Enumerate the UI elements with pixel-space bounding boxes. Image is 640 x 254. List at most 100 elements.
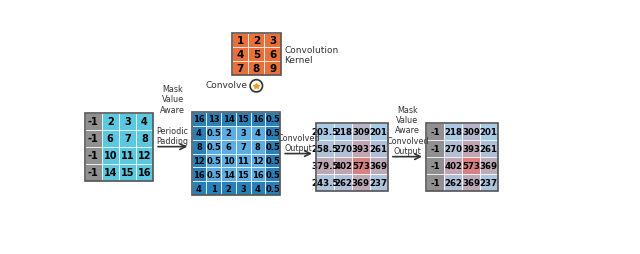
Text: 2: 2 bbox=[253, 36, 260, 46]
Bar bbox=[265, 182, 280, 195]
Bar bbox=[206, 140, 221, 154]
Text: Mask
Value
Aware
Convolved
Output: Mask Value Aware Convolved Output bbox=[386, 105, 429, 155]
Bar bbox=[250, 126, 265, 140]
Bar bbox=[206, 182, 221, 195]
Bar bbox=[232, 34, 281, 76]
Bar bbox=[250, 140, 265, 154]
Text: 15: 15 bbox=[237, 170, 249, 179]
Text: 393: 393 bbox=[352, 144, 370, 153]
Bar bbox=[352, 174, 370, 191]
Bar bbox=[119, 113, 136, 130]
Text: 4: 4 bbox=[141, 117, 148, 127]
Bar bbox=[236, 182, 250, 195]
Bar bbox=[102, 130, 119, 147]
Bar bbox=[232, 62, 248, 76]
Text: 393: 393 bbox=[462, 144, 480, 153]
Text: 309: 309 bbox=[462, 127, 480, 136]
Bar bbox=[119, 164, 136, 181]
Text: 7: 7 bbox=[240, 142, 246, 152]
Bar bbox=[206, 113, 221, 126]
Bar bbox=[250, 168, 265, 182]
Text: 1: 1 bbox=[211, 184, 216, 193]
Text: 10: 10 bbox=[223, 156, 234, 165]
Text: 14: 14 bbox=[104, 167, 117, 177]
Bar bbox=[248, 62, 264, 76]
Text: -1: -1 bbox=[431, 144, 440, 153]
Text: -1: -1 bbox=[88, 151, 99, 161]
Text: 16: 16 bbox=[252, 170, 264, 179]
Bar bbox=[462, 140, 480, 157]
Bar bbox=[191, 113, 280, 195]
Bar bbox=[250, 182, 265, 195]
Bar bbox=[462, 157, 480, 174]
Text: 218: 218 bbox=[334, 127, 352, 136]
Bar bbox=[119, 130, 136, 147]
Text: 15: 15 bbox=[237, 115, 249, 124]
Bar bbox=[265, 113, 280, 126]
Bar bbox=[352, 123, 370, 140]
Bar bbox=[84, 130, 102, 147]
Bar bbox=[102, 113, 119, 130]
Text: 3: 3 bbox=[269, 36, 276, 46]
Text: 262: 262 bbox=[444, 178, 462, 187]
Bar bbox=[250, 113, 265, 126]
Text: 258.5: 258.5 bbox=[312, 144, 339, 153]
Bar bbox=[370, 174, 388, 191]
Text: 11: 11 bbox=[120, 151, 134, 161]
Bar bbox=[334, 140, 352, 157]
Text: 16: 16 bbox=[193, 170, 205, 179]
Text: 3: 3 bbox=[124, 117, 131, 127]
Bar bbox=[232, 48, 248, 62]
Text: 402: 402 bbox=[334, 161, 352, 170]
Text: 237: 237 bbox=[370, 178, 388, 187]
Bar bbox=[236, 113, 250, 126]
Text: 4: 4 bbox=[255, 184, 261, 193]
Text: 201: 201 bbox=[480, 127, 498, 136]
Bar bbox=[444, 140, 462, 157]
Text: 261: 261 bbox=[370, 144, 388, 153]
Bar bbox=[444, 123, 462, 140]
Text: 0.5: 0.5 bbox=[265, 170, 280, 179]
Bar bbox=[265, 154, 280, 168]
Bar bbox=[370, 157, 388, 174]
Text: 7: 7 bbox=[124, 134, 131, 144]
Text: 8: 8 bbox=[253, 64, 260, 74]
Bar bbox=[221, 126, 236, 140]
Bar bbox=[248, 34, 264, 48]
Text: 237: 237 bbox=[480, 178, 498, 187]
Text: Convolved
Output: Convolved Output bbox=[277, 133, 320, 152]
Bar bbox=[265, 126, 280, 140]
Text: 1: 1 bbox=[236, 36, 244, 46]
Bar bbox=[426, 174, 444, 191]
Bar bbox=[236, 126, 250, 140]
Text: 218: 218 bbox=[444, 127, 462, 136]
Bar bbox=[265, 168, 280, 182]
Bar bbox=[221, 154, 236, 168]
Text: 0.5: 0.5 bbox=[206, 129, 221, 138]
Bar bbox=[316, 174, 334, 191]
Bar bbox=[334, 174, 352, 191]
Bar bbox=[191, 126, 206, 140]
Bar bbox=[236, 154, 250, 168]
Bar bbox=[221, 140, 236, 154]
Text: Convolve: Convolve bbox=[205, 81, 247, 89]
Bar bbox=[191, 168, 206, 182]
Bar bbox=[370, 140, 388, 157]
Text: 2: 2 bbox=[225, 184, 231, 193]
Text: 573: 573 bbox=[462, 161, 480, 170]
Text: 243.5: 243.5 bbox=[312, 178, 339, 187]
Text: 369: 369 bbox=[352, 178, 370, 187]
Text: 13: 13 bbox=[208, 115, 220, 124]
Bar bbox=[264, 34, 281, 48]
Bar bbox=[316, 140, 334, 157]
Text: 10: 10 bbox=[104, 151, 117, 161]
Text: 309: 309 bbox=[352, 127, 370, 136]
Bar bbox=[84, 164, 102, 181]
Bar bbox=[480, 157, 498, 174]
Text: 0.5: 0.5 bbox=[265, 115, 280, 124]
Text: 0.5: 0.5 bbox=[206, 142, 221, 152]
Bar bbox=[84, 147, 102, 164]
Bar bbox=[250, 154, 265, 168]
Bar bbox=[480, 174, 498, 191]
Text: 8: 8 bbox=[196, 142, 202, 152]
